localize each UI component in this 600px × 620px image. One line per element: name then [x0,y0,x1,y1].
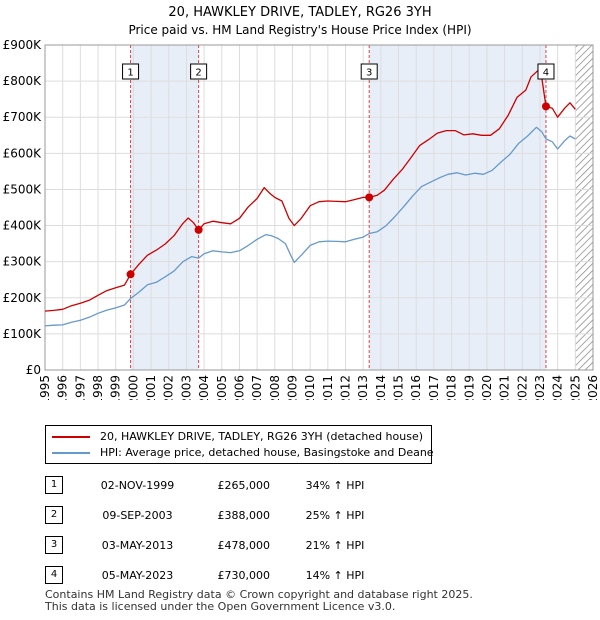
chart-title: 20, HAWKLEY DRIVE, TADLEY, RG26 3YH [168,5,431,20]
x-tick-label: 2022 [515,375,529,400]
series-line-property [44,69,576,312]
table-row: 1 02-NOV-1999 £265,000 34% ↑ HPI [45,470,390,500]
sale-badge: 4 [45,566,63,584]
legend-swatch-property [52,436,90,438]
footer-line-licence: This data is licensed under the Open Gov… [45,600,396,613]
x-tick-label: 2018 [445,375,459,400]
sale-price: £478,000 [217,538,271,552]
y-tick-label: £700K [3,110,43,124]
x-tick-label: 2015 [392,375,406,400]
footer-attribution: Contains HM Land Registry data © Crown c… [45,589,473,613]
shaded-period [369,45,546,370]
sale-hpi-change: 14% ↑ HPI [305,568,365,582]
x-tick-label: 2001 [144,375,158,400]
y-tick-label: £0 [26,363,41,377]
sale-number-box [122,63,140,80]
sale-hpi-change: 34% ↑ HPI [305,478,365,492]
legend-label-property: 20, HAWKLEY DRIVE, TADLEY, RG26 3YH (det… [100,430,424,443]
sale-date: 02-NOV-1999 [100,478,175,492]
x-tick-label: 2002 [162,375,176,400]
footer-line-copyright: Contains HM Land Registry data © Crown c… [45,588,473,601]
x-tick-label: 2006 [232,375,246,400]
x-tick-label: 2012 [339,375,353,400]
y-tick-label: £200K [3,291,43,305]
x-tick-label: 2021 [498,375,512,400]
sale-number-label: 1 [127,68,133,79]
x-tick-label: 2013 [356,375,370,400]
x-tick-label: 2010 [303,375,317,400]
table-row: 4 05-MAY-2023 £730,000 14% ↑ HPI [45,560,390,590]
sale-hpi-change: 25% ↑ HPI [305,508,365,522]
sale-point [541,102,550,111]
sale-date: 03-MAY-2013 [101,538,174,552]
sale-badge: 1 [45,476,63,494]
x-tick-label: 2024 [551,375,565,400]
x-tick-label: 2019 [462,375,476,400]
x-tick-label: 2005 [215,375,229,400]
chart-legend: 20, HAWKLEY DRIVE, TADLEY, RG26 3YH (det… [45,425,434,464]
table-row: 2 09-SEP-2003 £388,000 25% ↑ HPI [45,500,390,530]
shaded-period [130,45,199,370]
sale-point [194,225,203,234]
sale-badge: 3 [45,536,63,554]
sale-price: £265,000 [217,478,271,492]
sale-hpi-change: 21% ↑ HPI [305,538,365,552]
sale-date: 09-SEP-2003 [102,508,173,522]
x-tick-label: 2000 [126,375,140,400]
x-tick-label: 2011 [321,375,335,400]
y-tick-label: £300K [3,255,43,269]
legend-swatch-hpi [52,452,90,454]
y-tick-label: £100K [3,327,43,341]
price-chart: 20, HAWKLEY DRIVE, TADLEY, RG26 3YH Price… [3,5,600,400]
y-tick-label: £900K [3,38,43,52]
x-tick-label: 2014 [374,375,388,400]
x-tick-label: 2017 [427,375,441,400]
sale-point [365,193,374,202]
x-tick-label: 2007 [250,375,264,400]
y-tick-label: £500K [3,182,43,196]
sale-number-box [190,63,208,80]
x-tick-label: 2008 [268,375,282,400]
chart-subtitle: Price paid vs. HM Land Registry's House … [128,23,471,37]
y-tick-label: £600K [3,146,43,160]
table-row: 3 03-MAY-2013 £478,000 21% ↑ HPI [45,530,390,560]
sale-number-label: 4 [543,68,549,79]
x-tick-label: 1997 [73,375,87,400]
sale-point [126,270,135,279]
sale-price: £730,000 [217,568,271,582]
sale-badge: 2 [45,506,63,524]
sale-number-label: 3 [366,68,372,79]
sale-number-label: 2 [195,68,201,79]
y-tick-label: £800K [3,74,43,88]
sale-price: £388,000 [217,508,271,522]
x-tick-label: 2020 [480,375,494,400]
x-tick-label: 2009 [285,375,299,400]
sales-table: 1 02-NOV-1999 £265,000 34% ↑ HPI 2 09-SE… [45,470,390,590]
x-tick-label: 1996 [56,375,70,400]
x-tick-label: 2003 [179,375,193,400]
x-tick-label: 2004 [197,375,211,400]
x-tick-label: 2023 [533,375,547,400]
plot-border [44,44,594,371]
x-tick-label: 2025 [568,375,582,400]
sale-date: 05-MAY-2023 [101,568,174,582]
y-tick-label: £400K [3,219,43,233]
series-line-hpi [44,126,576,327]
x-tick-label: 1999 [109,375,123,400]
x-tick-label: 1995 [38,375,52,400]
x-tick-label: 2026 [586,375,600,400]
sale-number-box [360,63,378,80]
x-tick-label: 1998 [91,375,105,400]
legend-label-hpi: HPI: Average price, detached house, Basi… [100,446,434,459]
sale-number-box [537,63,555,80]
x-tick-label: 2016 [409,375,423,400]
forecast-hatch [575,45,593,370]
